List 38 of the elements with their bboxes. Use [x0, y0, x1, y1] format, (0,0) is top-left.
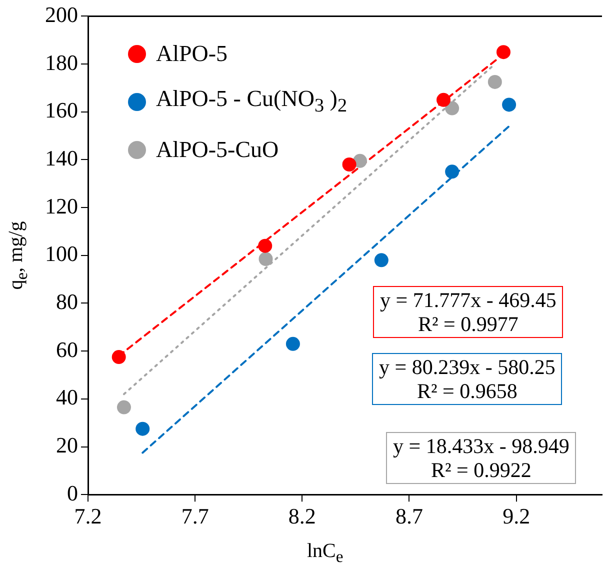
y-tick-label: 80 — [56, 289, 78, 314]
point — [258, 252, 273, 266]
point — [445, 101, 460, 116]
point — [258, 238, 272, 253]
point — [136, 422, 150, 436]
y-tick-label: 200 — [45, 2, 78, 27]
point — [374, 253, 388, 268]
x-tick-label: 9.2 — [502, 504, 530, 529]
y-tick-label: 40 — [56, 384, 78, 410]
point — [488, 74, 502, 89]
y-tick-label: 20 — [56, 432, 78, 458]
x-axis-title: lnC$_{e}$ — [307, 540, 344, 567]
y-tick-label: 180 — [45, 50, 78, 75]
y-tick-label: 100 — [45, 241, 78, 266]
point — [352, 154, 367, 168]
point — [445, 164, 460, 179]
y-tick-label: 0 — [67, 480, 78, 506]
legend-label: AlPO-5 - Cu(NO$_{3}$ )$_{2}$ — [156, 86, 348, 118]
y-tick-label: 140 — [45, 146, 78, 170]
y-tick-label: 160 — [45, 98, 78, 123]
annotation: y = 80.239x - 580.25 R² = 0.9658 — [372, 353, 562, 405]
annotation: y = 18.433x - 98.949 R² = 0.9922 — [386, 432, 576, 484]
point — [496, 45, 510, 60]
x-tick-label: 7.7 — [181, 504, 209, 529]
x-tick-label: 7.2 — [74, 504, 102, 529]
point — [502, 98, 516, 112]
y-tick-label: 60 — [56, 336, 78, 362]
point — [116, 400, 131, 414]
legend-label: AlPO-5 — [156, 41, 228, 67]
annotation: y = 71.777x - 469.45 R² = 0.9977 — [373, 286, 564, 338]
y-tick-label: 120 — [45, 193, 78, 218]
x-tick-label: 8.2 — [288, 504, 316, 529]
legend-label: AlPO-5-CuO — [156, 137, 279, 163]
point — [286, 336, 300, 351]
point — [342, 158, 356, 172]
point — [112, 350, 126, 364]
x-tick-label: 8.7 — [396, 504, 423, 529]
point — [436, 92, 451, 107]
